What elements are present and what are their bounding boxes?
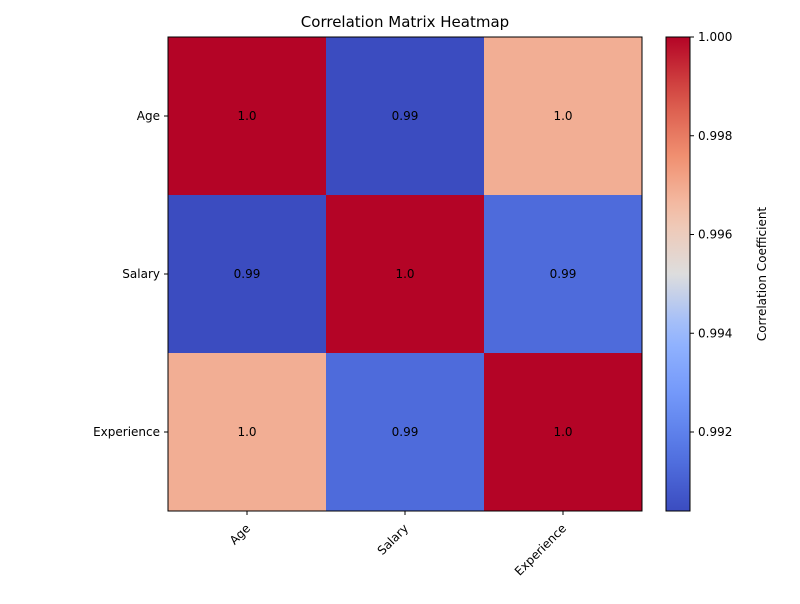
y-tick-label-0: Age (137, 109, 160, 123)
colorbar-label: Correlation Coefficient (755, 207, 769, 342)
cell-label-0-2: 1.0 (553, 109, 572, 123)
colorbar-tick-label-2: 0.996 (698, 228, 732, 242)
cell-label-2-2: 1.0 (553, 425, 572, 439)
heatmap-cell-0-1 (326, 37, 484, 195)
colorbar-tick-label-3: 0.998 (698, 129, 732, 143)
heatmap-cell-2-2 (484, 353, 642, 511)
colorbar-tick-label-1: 0.994 (698, 326, 732, 340)
x-tick-label-2: Experience (512, 521, 569, 578)
heatmap-cell-1-0 (168, 195, 326, 353)
y-tick-label-1: Salary (122, 267, 160, 281)
colorbar-tick-label-0: 0.992 (698, 425, 732, 439)
cell-label-0-0: 1.0 (237, 109, 256, 123)
heatmap-cell-0-0 (168, 37, 326, 195)
heatmap-cell-1-2 (484, 195, 642, 353)
cell-label-1-1: 1.0 (395, 267, 414, 281)
cell-label-2-1: 0.99 (392, 425, 419, 439)
x-tick-label-1: Salary (375, 521, 412, 558)
cell-label-0-1: 0.99 (392, 109, 419, 123)
cell-label-1-2: 0.99 (550, 267, 577, 281)
colorbar: 0.992 0.994 0.996 0.998 1.000 Correlation Coe… (665, 30, 769, 512)
x-axis: Age Salary Experience (227, 511, 569, 578)
x-tick-label-0: Age (227, 521, 253, 547)
heatmap-cell-labels: 1.0 0.99 1.0 0.99 1.0 0.99 1.0 0.99 1.0 (234, 109, 577, 439)
colorbar-tick-label-4: 1.000 (698, 30, 732, 44)
colorbar-gradient (665, 36, 691, 512)
heatmap-cells (168, 37, 642, 511)
chart-title: Correlation Matrix Heatmap (301, 13, 509, 31)
heatmap-cell-2-0 (168, 353, 326, 511)
y-tick-label-2: Experience (93, 425, 160, 439)
y-axis: Age Salary Experience (93, 109, 168, 439)
plot-frame (167, 36, 643, 512)
heatmap-cell-2-1 (326, 353, 484, 511)
cell-label-2-0: 1.0 (237, 425, 256, 439)
heatmap-cell-0-2 (484, 37, 642, 195)
heatmap-cell-1-1 (326, 195, 484, 353)
cell-label-1-0: 0.99 (234, 267, 261, 281)
